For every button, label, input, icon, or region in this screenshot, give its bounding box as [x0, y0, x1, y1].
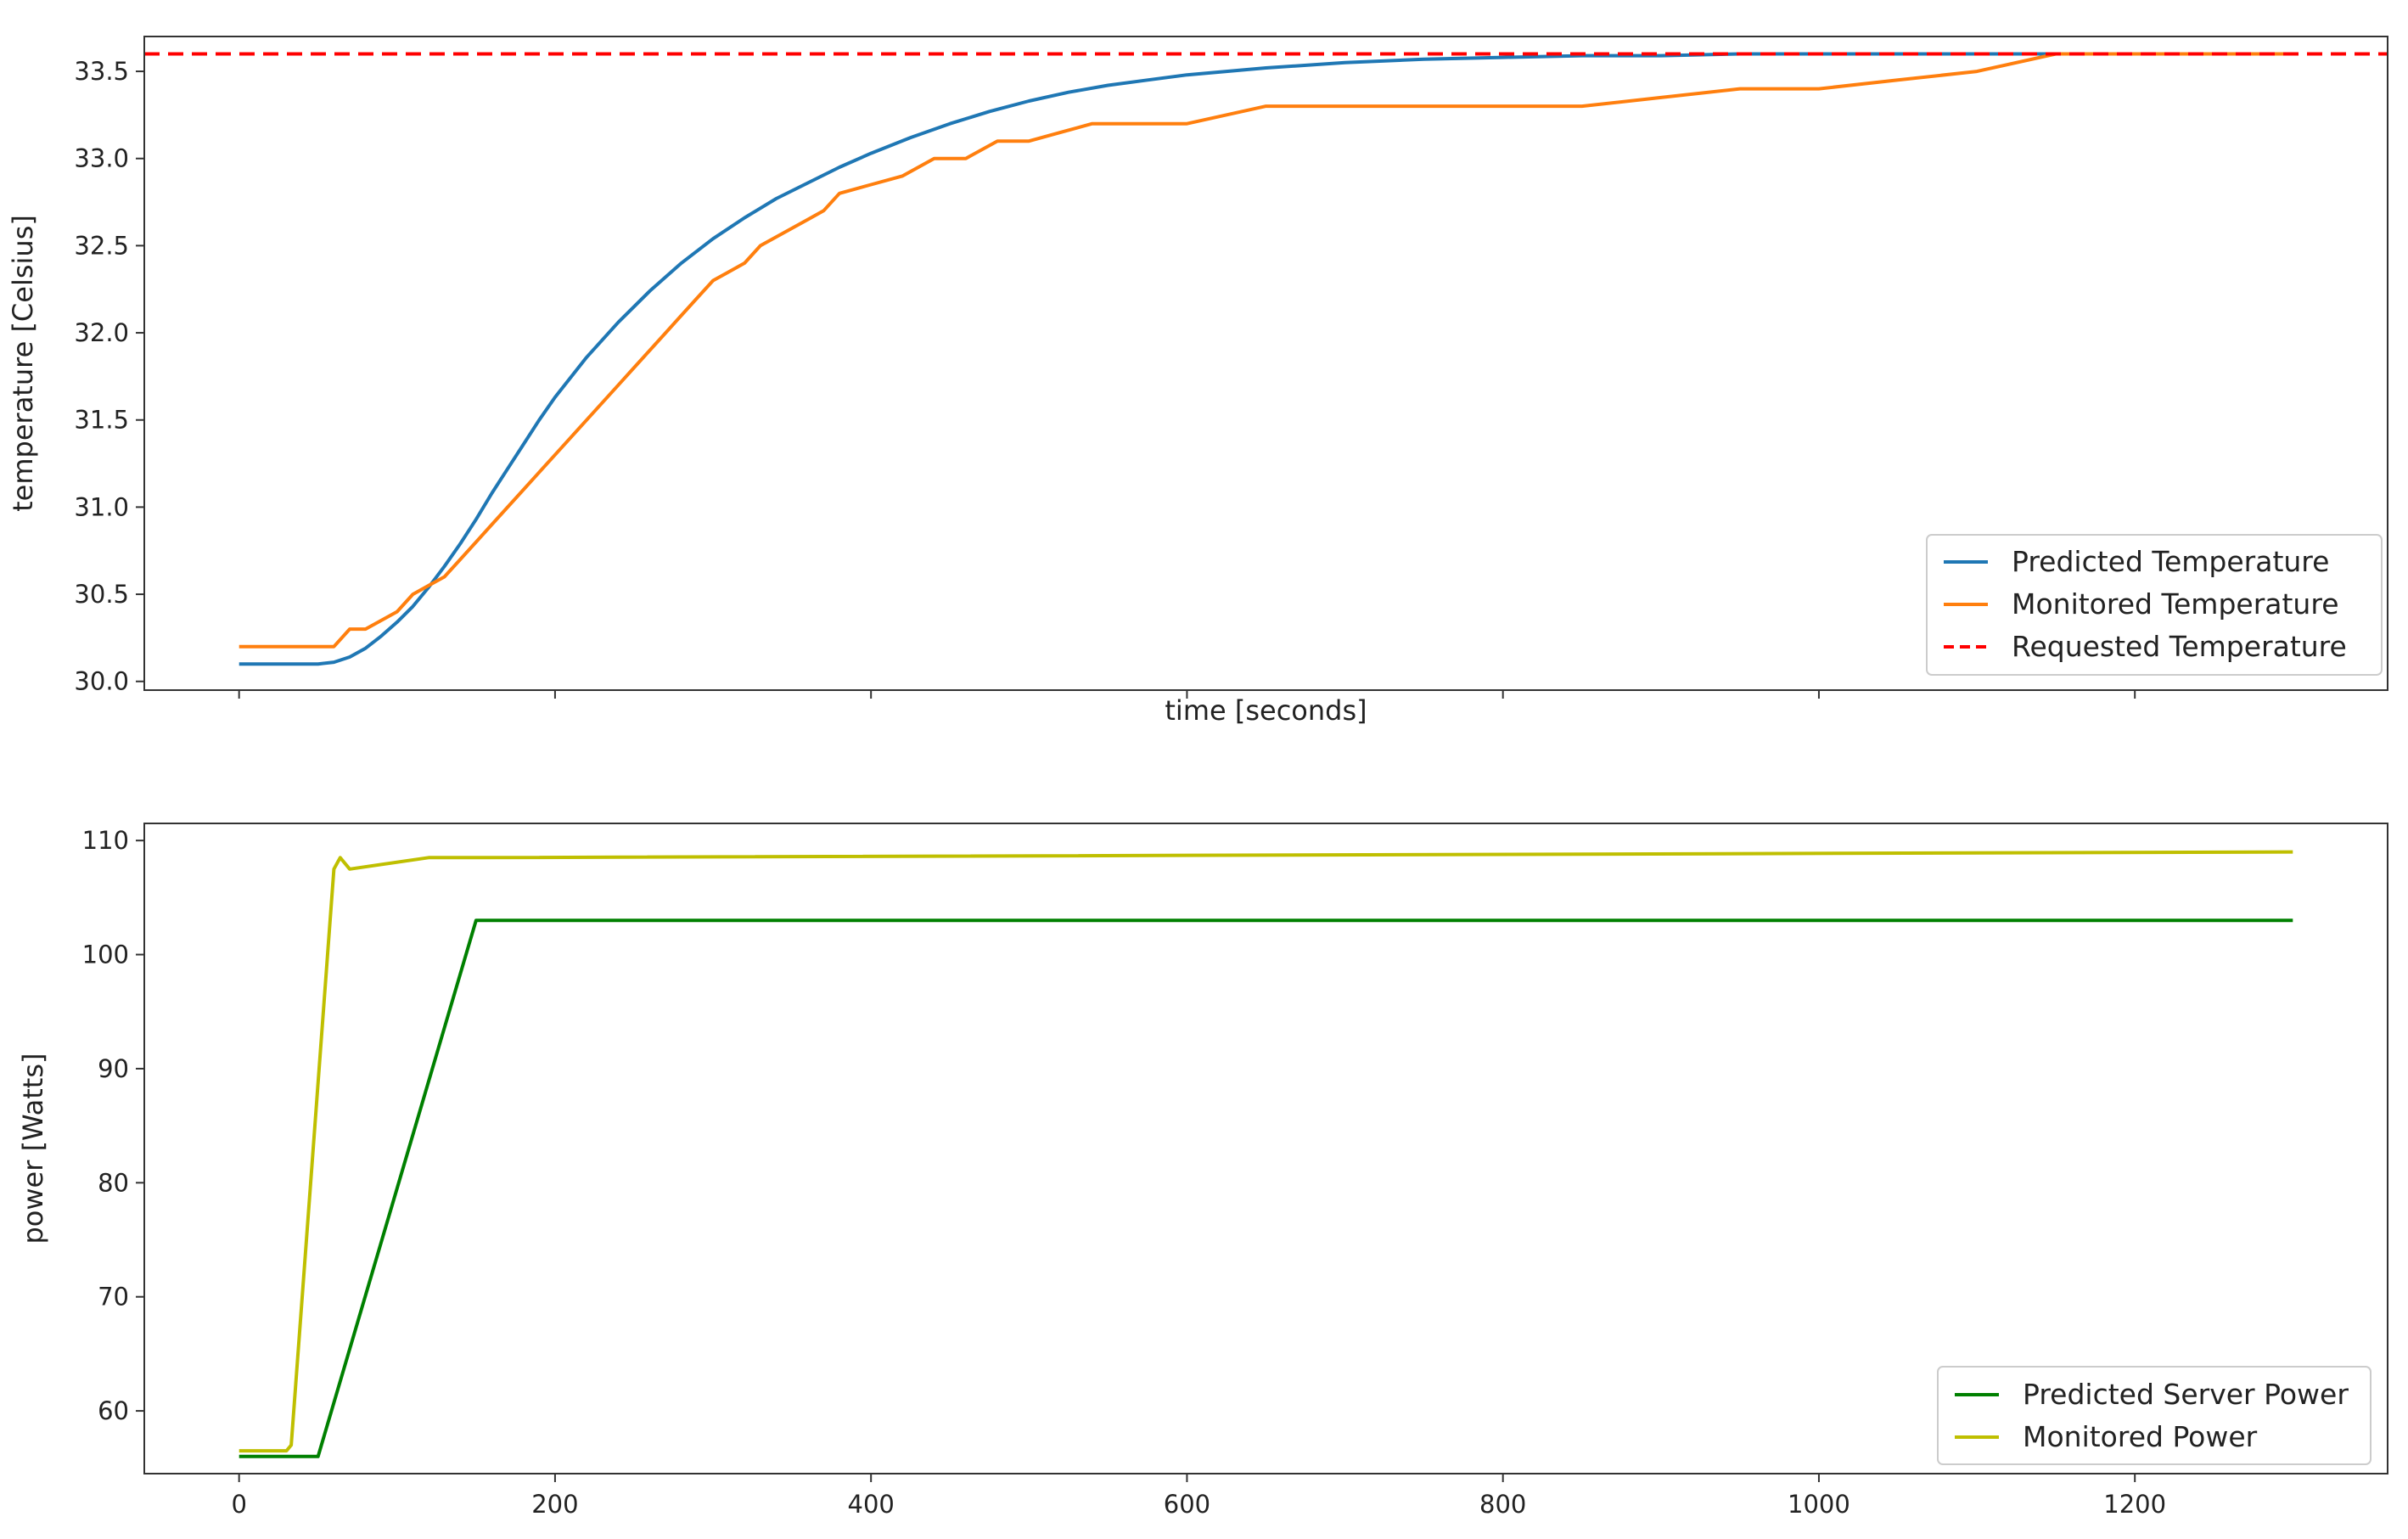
y-tick-label: 33.5 — [74, 57, 129, 86]
y-tick-label: 31.0 — [74, 492, 129, 521]
axes-frame — [143, 36, 2388, 691]
series-line-monitored-power — [239, 850, 2293, 1453]
legend-label: Monitored Temperature — [2012, 587, 2339, 621]
y-tick-label: 32.5 — [74, 231, 129, 260]
x-tick-label: 600 — [1164, 1490, 1210, 1519]
legend-box — [1937, 1366, 2372, 1465]
y-tick-label: 90 — [98, 1054, 129, 1083]
x-tick-label: 400 — [848, 1490, 895, 1519]
legend-label: Monitored Power — [2023, 1420, 2258, 1453]
legend-label: Predicted Server Power — [2023, 1378, 2349, 1411]
y-tick-label: 70 — [98, 1283, 129, 1312]
x-tick-label: 1000 — [1788, 1490, 1850, 1519]
y-tick-label: 31.5 — [74, 406, 129, 435]
legend: Predicted Temperature Monitored Temperatu… — [1926, 534, 2383, 676]
series-line-predicted-server-power — [239, 918, 2293, 1458]
y-tick-label: 110 — [82, 826, 129, 855]
legend-label: Predicted Temperature — [2012, 545, 2329, 578]
axes-frame — [143, 823, 2388, 1474]
y-tick-label: 60 — [98, 1396, 129, 1425]
series-group — [144, 52, 2388, 666]
y-tick-label: 80 — [98, 1168, 129, 1197]
power-panel: 0 200 400 600 800 1000 1200 60 70 80 90 100 110 power… — [17, 823, 2388, 1519]
y-tick-label: 33.0 — [74, 144, 129, 173]
temperature-panel: 30.0 30.5 31.0 31.5 32.0 32.5 33.0 33.5 time [se… — [7, 36, 2388, 727]
y-tick-label: 32.0 — [74, 318, 129, 347]
y-tick-label: 100 — [82, 941, 129, 969]
x-tick-label: 800 — [1479, 1490, 1526, 1519]
x-tick-label: 0 — [231, 1490, 246, 1519]
series-line-predicted-temperature — [239, 52, 2293, 666]
y-tick-label: 30.5 — [74, 580, 129, 609]
x-axis-label: time [seconds] — [1165, 694, 1367, 727]
legend: Predicted Server Power Monitored Power — [1937, 1366, 2372, 1465]
y-tick-label: 30.0 — [74, 667, 129, 696]
legend-label: Requested Temperature — [2012, 630, 2347, 663]
x-tick-label: 1200 — [2103, 1490, 2166, 1519]
x-tick-label: 200 — [531, 1490, 578, 1519]
y-axis-label: power [Watts] — [17, 1053, 49, 1244]
legend-box — [1926, 534, 2383, 676]
series-group — [239, 850, 2293, 1458]
series-line-monitored-temperature — [239, 52, 2293, 649]
y-axis-label: temperature [Celsius] — [7, 215, 39, 512]
